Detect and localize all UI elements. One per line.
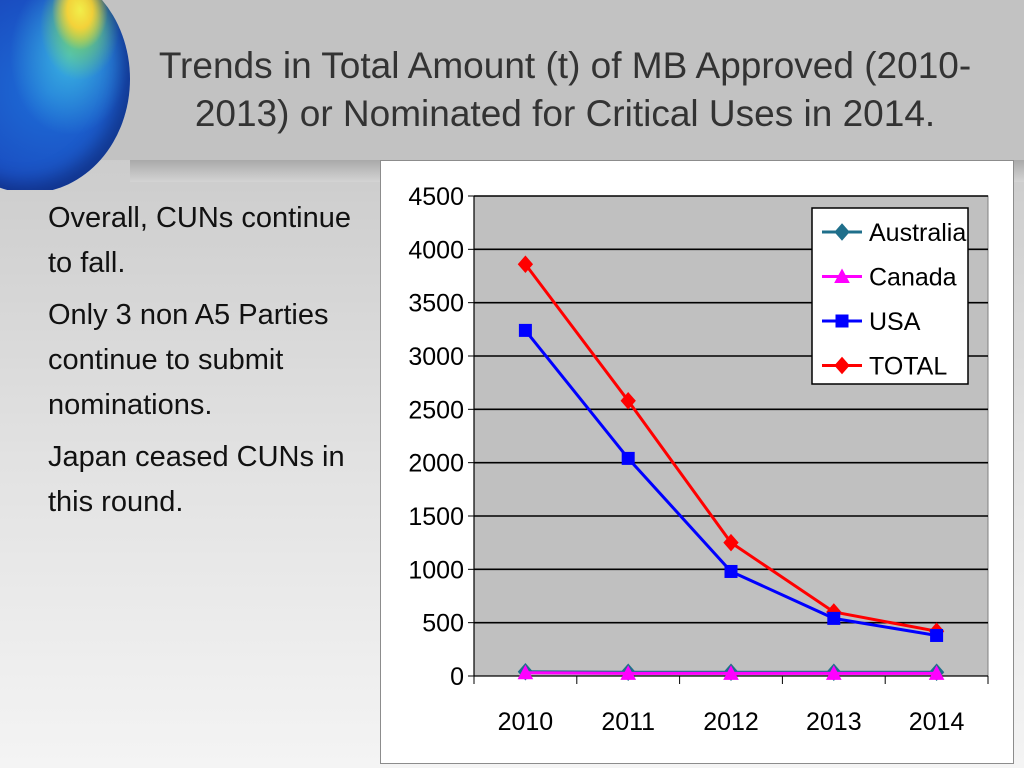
y-tick-label: 3000 — [408, 343, 464, 371]
legend-label-canada: Canada — [869, 264, 957, 292]
bullet-list: Overall, CUNs continue to fall. Only 3 n… — [48, 196, 368, 532]
y-tick-label: 0 — [450, 663, 464, 691]
title-band — [0, 0, 1024, 160]
bullet-item: Japan ceased CUNs in this round. — [48, 441, 345, 518]
data-point-usa — [930, 628, 944, 642]
legend-label-australia: Australia — [869, 219, 966, 247]
y-tick-label: 2000 — [408, 450, 464, 478]
y-tick-label: 3500 — [408, 290, 464, 318]
x-tick-label: 2014 — [909, 708, 965, 736]
bullet-item: Overall, CUNs continue to fall. — [48, 202, 351, 279]
data-point-canada — [825, 665, 842, 680]
legend-swatch-marker-canada — [834, 268, 850, 283]
data-point-canada — [517, 664, 534, 680]
y-tick-label: 4000 — [408, 236, 464, 264]
slide-title: Trends in Total Amount (t) of MB Approve… — [158, 45, 972, 134]
legend-label-usa: USA — [869, 308, 921, 336]
legend-label-total: TOTAL — [869, 353, 947, 381]
line-chart: 0 500 1000 1500 2000 2500 3000 3500 4000 4500 2010… — [408, 183, 989, 736]
legend-box — [811, 207, 969, 385]
y-tick-label: 500 — [422, 610, 464, 638]
data-point-canada — [928, 665, 945, 680]
y-tick-label: 1000 — [408, 556, 464, 584]
x-tick-label: 2013 — [806, 708, 862, 736]
data-point-total — [517, 255, 534, 274]
legend-swatch-marker-total — [834, 356, 850, 375]
y-tick-label: 4500 — [408, 183, 464, 211]
data-point-total — [723, 533, 739, 552]
data-point-usa — [518, 323, 532, 337]
x-tick-label: 2011 — [601, 708, 655, 736]
bullet-item: Only 3 non A5 Parties continue to submit… — [48, 299, 329, 421]
x-tick-label: 2012 — [703, 708, 759, 736]
globe-icon — [0, 0, 130, 190]
data-point-canada — [620, 665, 637, 680]
x-tick-label: 2010 — [498, 708, 554, 736]
legend-swatch-marker-australia — [834, 223, 850, 241]
data-point-usa — [724, 564, 738, 578]
data-point-canada — [723, 665, 739, 680]
data-point-usa — [621, 451, 635, 465]
data-point-total — [620, 392, 636, 410]
y-tick-label: 2500 — [408, 396, 464, 424]
ozone-globe-image — [0, 0, 130, 190]
data-point-usa — [827, 611, 841, 625]
y-tick-label: 1500 — [408, 503, 464, 531]
legend-swatch-marker-usa — [835, 314, 849, 328]
